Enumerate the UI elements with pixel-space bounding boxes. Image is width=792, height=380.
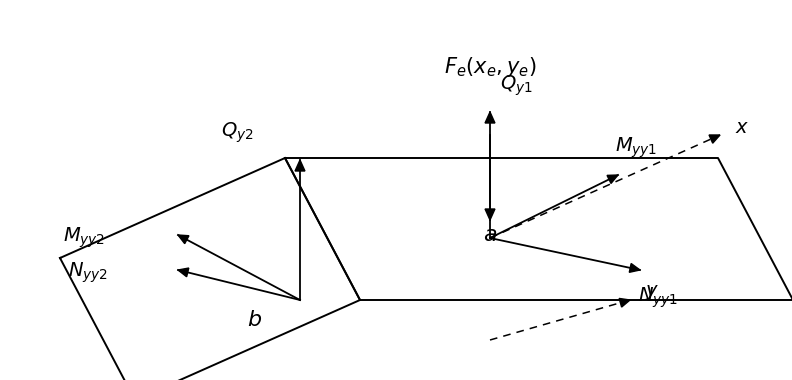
Polygon shape [630,263,640,272]
Text: $x$: $x$ [735,119,749,137]
Text: $Q_{y1}$: $Q_{y1}$ [500,73,533,98]
Polygon shape [295,160,305,171]
Text: $F_e(x_e,y_e)$: $F_e(x_e,y_e)$ [444,55,536,79]
Text: $M_{yy1}$: $M_{yy1}$ [615,136,657,160]
Text: $b$: $b$ [247,309,262,331]
Text: $N_{yy2}$: $N_{yy2}$ [68,261,108,285]
Text: $Q_{y2}$: $Q_{y2}$ [221,120,254,145]
Polygon shape [485,209,495,220]
Text: $a$: $a$ [483,224,497,246]
Polygon shape [178,268,188,277]
Polygon shape [607,175,618,184]
Polygon shape [709,135,720,143]
Polygon shape [178,235,189,244]
Polygon shape [485,112,495,123]
Text: $y$: $y$ [645,283,659,302]
Text: $N_{yy1}$: $N_{yy1}$ [638,285,678,309]
Text: $M_{yy2}$: $M_{yy2}$ [63,226,105,250]
Polygon shape [619,298,630,307]
